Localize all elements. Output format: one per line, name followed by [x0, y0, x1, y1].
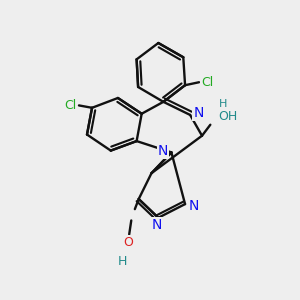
Text: H: H: [118, 255, 127, 268]
Text: N: N: [152, 218, 162, 232]
Text: N: N: [158, 144, 168, 158]
Text: OH: OH: [219, 110, 238, 123]
Text: O: O: [123, 236, 133, 249]
Text: Cl: Cl: [64, 99, 76, 112]
Text: N: N: [188, 199, 199, 213]
Text: N: N: [193, 106, 204, 120]
Text: H: H: [219, 99, 227, 109]
Text: Cl: Cl: [201, 76, 213, 89]
